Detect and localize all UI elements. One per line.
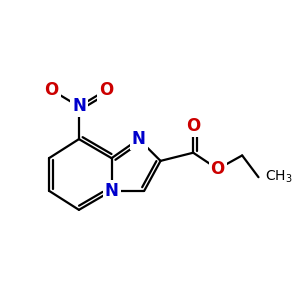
- Text: O: O: [45, 81, 59, 99]
- Text: CH$_3$: CH$_3$: [265, 169, 293, 185]
- Text: N: N: [132, 130, 146, 148]
- Text: N: N: [105, 182, 118, 200]
- Text: O: O: [186, 116, 200, 134]
- Text: O: O: [99, 81, 113, 99]
- Text: O: O: [211, 160, 225, 178]
- Text: N: N: [72, 98, 86, 116]
